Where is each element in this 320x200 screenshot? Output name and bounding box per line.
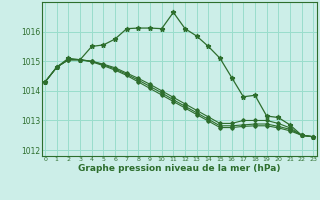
X-axis label: Graphe pression niveau de la mer (hPa): Graphe pression niveau de la mer (hPa) (78, 164, 280, 173)
